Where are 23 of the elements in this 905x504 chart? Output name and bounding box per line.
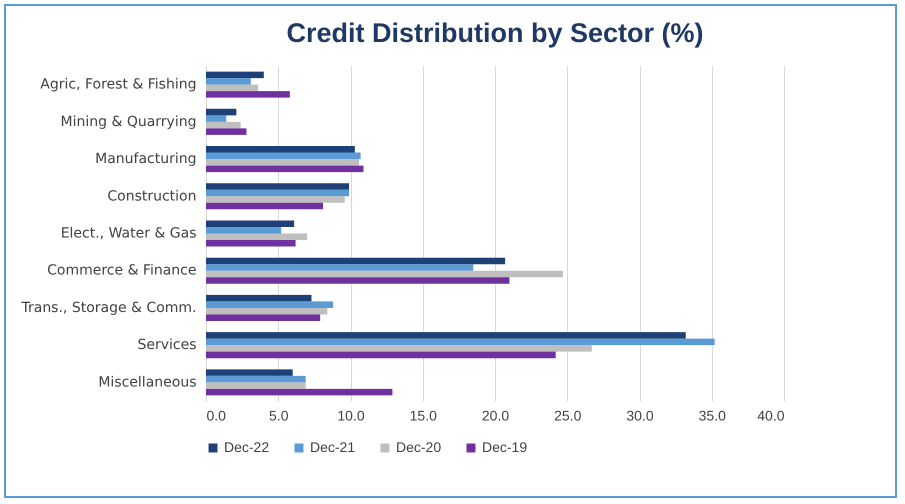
x-tick-label: 15.0 [410,408,438,424]
x-tick-label: 10.0 [337,408,365,424]
x-tick-label: 40.0 [757,408,785,424]
legend-label: Dec-20 [396,439,442,455]
y-tick-label: Services [137,337,196,354]
x-tick-label: 35.0 [698,408,726,424]
y-tick-label: Mining & Quarrying [60,114,196,130]
y-tick-label: Agric, Forest & Fishing [40,76,196,93]
y-tick-label: Commerce & Finance [47,262,196,279]
y-tick-label: Construction [107,188,196,204]
legend-label: Dec-21 [310,439,356,455]
y-tick-label: Elect., Water & Gas [60,226,196,242]
x-tick-label: 30.0 [626,408,654,424]
legend-label: Dec-19 [482,439,528,455]
chart-title: Credit Distribution by Sector (%) [286,18,704,48]
y-tick-label: Miscellaneous [98,374,196,390]
y-tick-label: Manufacturing [95,151,196,168]
x-tick-label: 20.0 [482,408,510,424]
x-tick-label: 5.0 [269,408,289,424]
legend-label: Dec-22 [224,439,270,455]
y-tick-label: Trans., Storage & Comm. [20,300,196,316]
x-tick-label: 25.0 [554,408,582,424]
x-tick-label: 0.0 [206,408,226,424]
